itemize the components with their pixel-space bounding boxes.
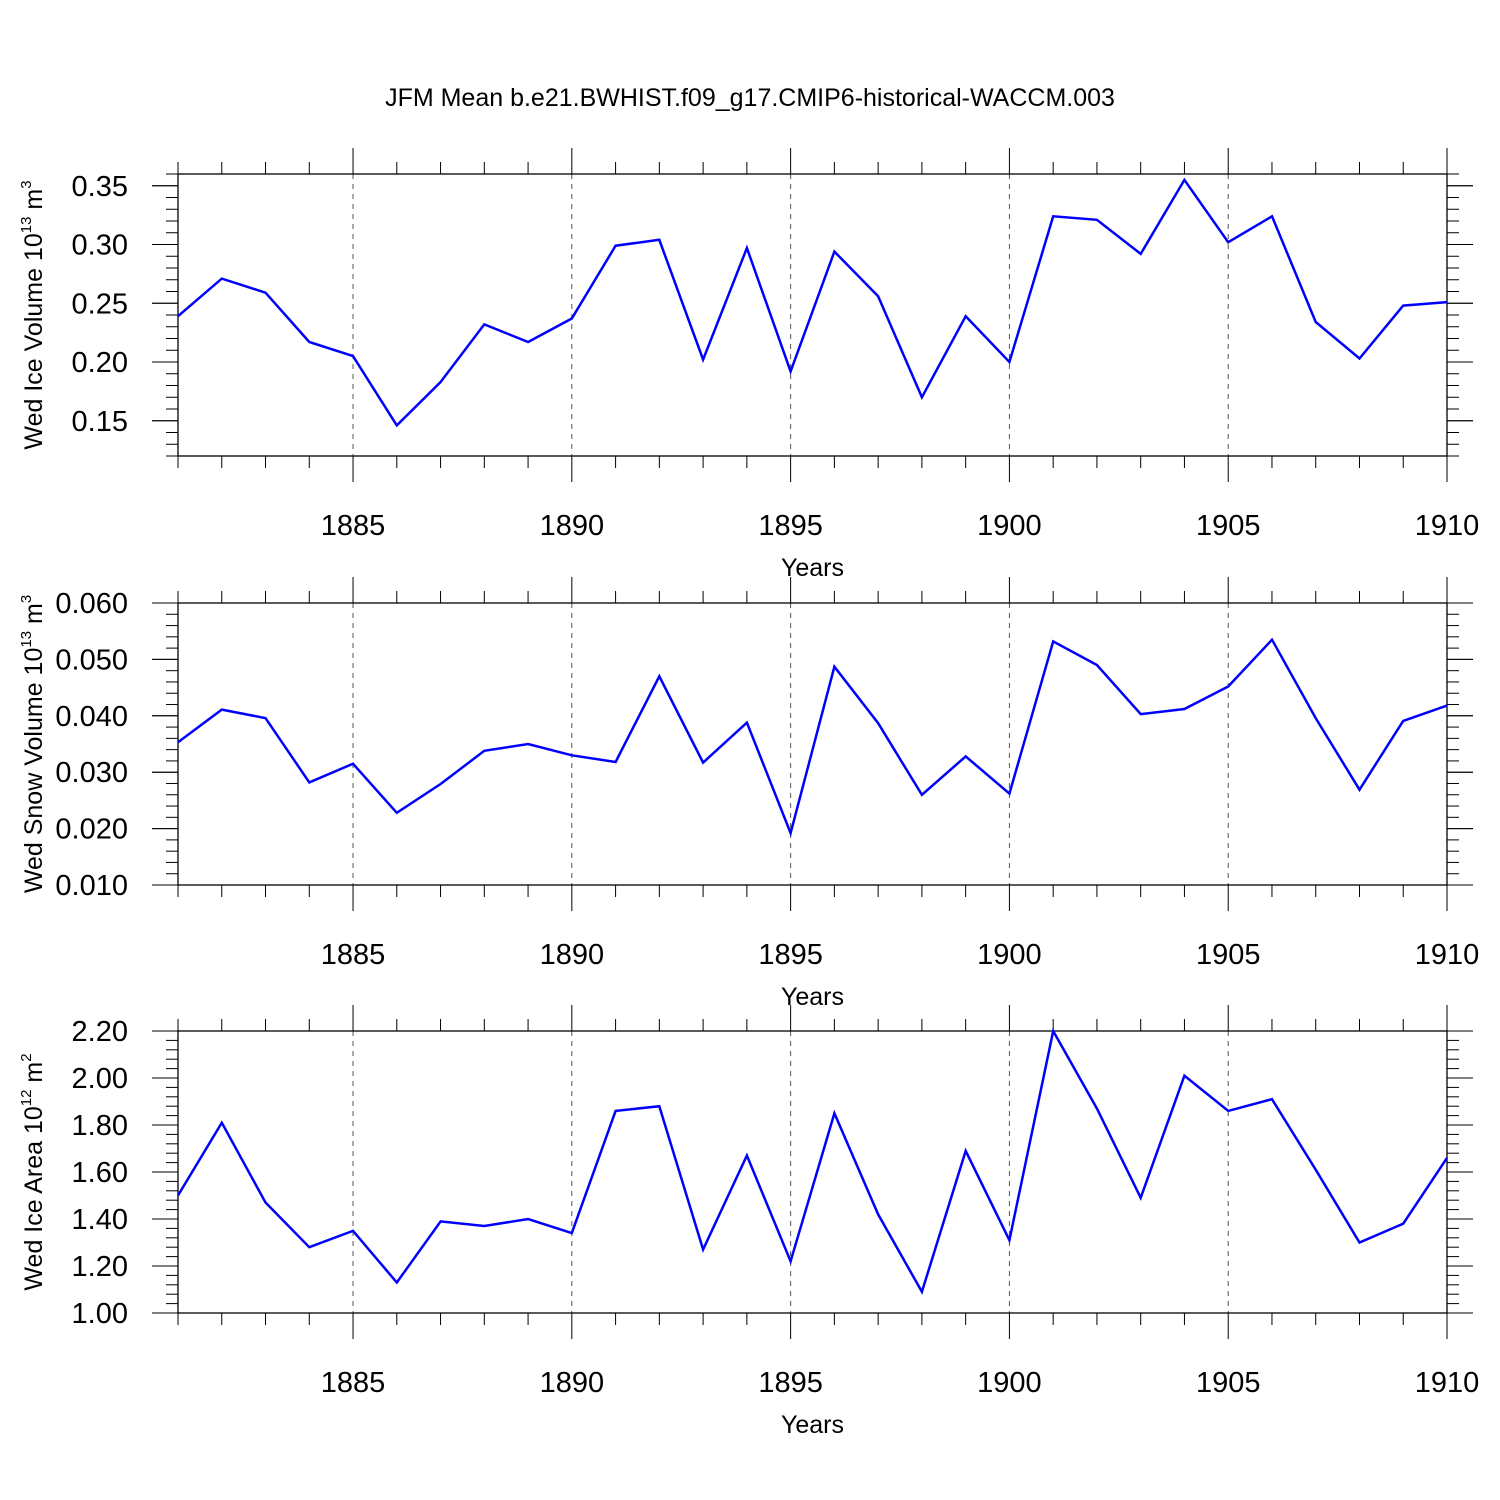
x-tick-label: 1900 [977, 939, 1042, 971]
x-tick-label: 1885 [321, 1367, 386, 1399]
y-tick-label: 1.60 [72, 1157, 128, 1189]
panel-ice-volume: 0.15 0.20 0.25 0.30 0.35 1885 1890 1895 1900 1905… [18, 148, 1479, 582]
x-tick-label: 1900 [977, 1367, 1042, 1399]
y-tick-label: 1.80 [72, 1110, 128, 1142]
y-axis-label-unit-exp: 3 [18, 595, 35, 603]
x-tick-label: 1885 [321, 510, 386, 542]
y-axis-label-unit: m [20, 1062, 48, 1090]
series-line [176, 1027, 1449, 1295]
x-tick-label: 1895 [758, 1367, 823, 1399]
y-tick-label: 0.15 [72, 406, 128, 438]
y-tick-label: 0.060 [55, 588, 128, 620]
plot-frame [177, 602, 1448, 886]
x-axis-label: Years [781, 983, 844, 1011]
x-tick-label: 1890 [540, 510, 605, 542]
y-tick-label: 0.020 [55, 814, 128, 846]
y-axis-label-text: Wed Ice Volume 10 [20, 233, 48, 449]
y-axis-label-unit-exp: 3 [18, 180, 35, 188]
y-axis-label-text: Wed Ice Area 10 [20, 1106, 48, 1290]
y-axis-label: Wed Snow Volume 1013 m3 [18, 595, 48, 893]
y-axis-label-unit: m [20, 603, 48, 631]
y-tick-label: 0.30 [72, 230, 128, 262]
panel-snow-volume: 0.010 0.020 0.030 0.040 0.050 0.060 1885 1890 18… [18, 577, 1479, 1011]
y-tick-label: 0.25 [72, 288, 128, 320]
y-tick-label: 2.00 [72, 1063, 128, 1095]
y-axis-label-text: Wed Snow Volume 10 [20, 648, 48, 894]
x-axis-label: Years [781, 1411, 844, 1439]
y-axis-label-unit-exp: 2 [18, 1053, 35, 1061]
x-tick-label: 1895 [758, 939, 823, 971]
x-tick-label: 1910 [1415, 510, 1480, 542]
x-tick-label: 1890 [540, 1367, 605, 1399]
y-tick-label: 0.010 [55, 870, 128, 902]
y-axis-label-exp: 13 [18, 631, 35, 648]
x-tick-label: 1895 [758, 510, 823, 542]
y-tick-label: 0.040 [55, 701, 128, 733]
x-tick-label: 1890 [540, 939, 605, 971]
y-tick-label: 0.20 [72, 347, 128, 379]
x-tick-label: 1905 [1196, 939, 1261, 971]
series-line [177, 637, 1448, 838]
x-tick-label: 1910 [1415, 1367, 1480, 1399]
x-tick-label: 1885 [321, 939, 386, 971]
y-axis-label: Wed Ice Volume 1013 m3 [18, 180, 48, 449]
y-axis-label-unit: m [20, 189, 48, 217]
y-axis-label: Wed Ice Area 1012 m2 [18, 1053, 48, 1290]
x-tick-label: 1910 [1415, 939, 1480, 971]
y-tick-label: 0.030 [55, 757, 128, 789]
chart-title: JFM Mean b.e21.BWHIST.f09_g17.CMIP6-hist… [385, 84, 1115, 112]
y-axis-label-exp: 12 [18, 1090, 35, 1107]
x-tick-label: 1900 [977, 510, 1042, 542]
y-axis-label-exp: 13 [18, 217, 35, 234]
y-tick-label: 2.20 [72, 1016, 128, 1048]
x-tick-label: 1905 [1196, 510, 1261, 542]
series-line [177, 177, 1448, 428]
panel-ice-area: 1.00 1.20 1.40 1.60 1.80 2.00 2.20 1885 1890 1895… [18, 1005, 1479, 1439]
y-tick-label: 1.00 [72, 1298, 128, 1330]
y-tick-label: 0.050 [55, 644, 128, 676]
x-tick-label: 1905 [1196, 1367, 1261, 1399]
plot-frame [177, 1030, 1448, 1314]
y-tick-label: 1.20 [72, 1251, 128, 1283]
y-tick-label: 0.35 [72, 171, 128, 203]
y-tick-label: 1.40 [72, 1204, 128, 1236]
x-axis-label: Years [781, 554, 844, 582]
